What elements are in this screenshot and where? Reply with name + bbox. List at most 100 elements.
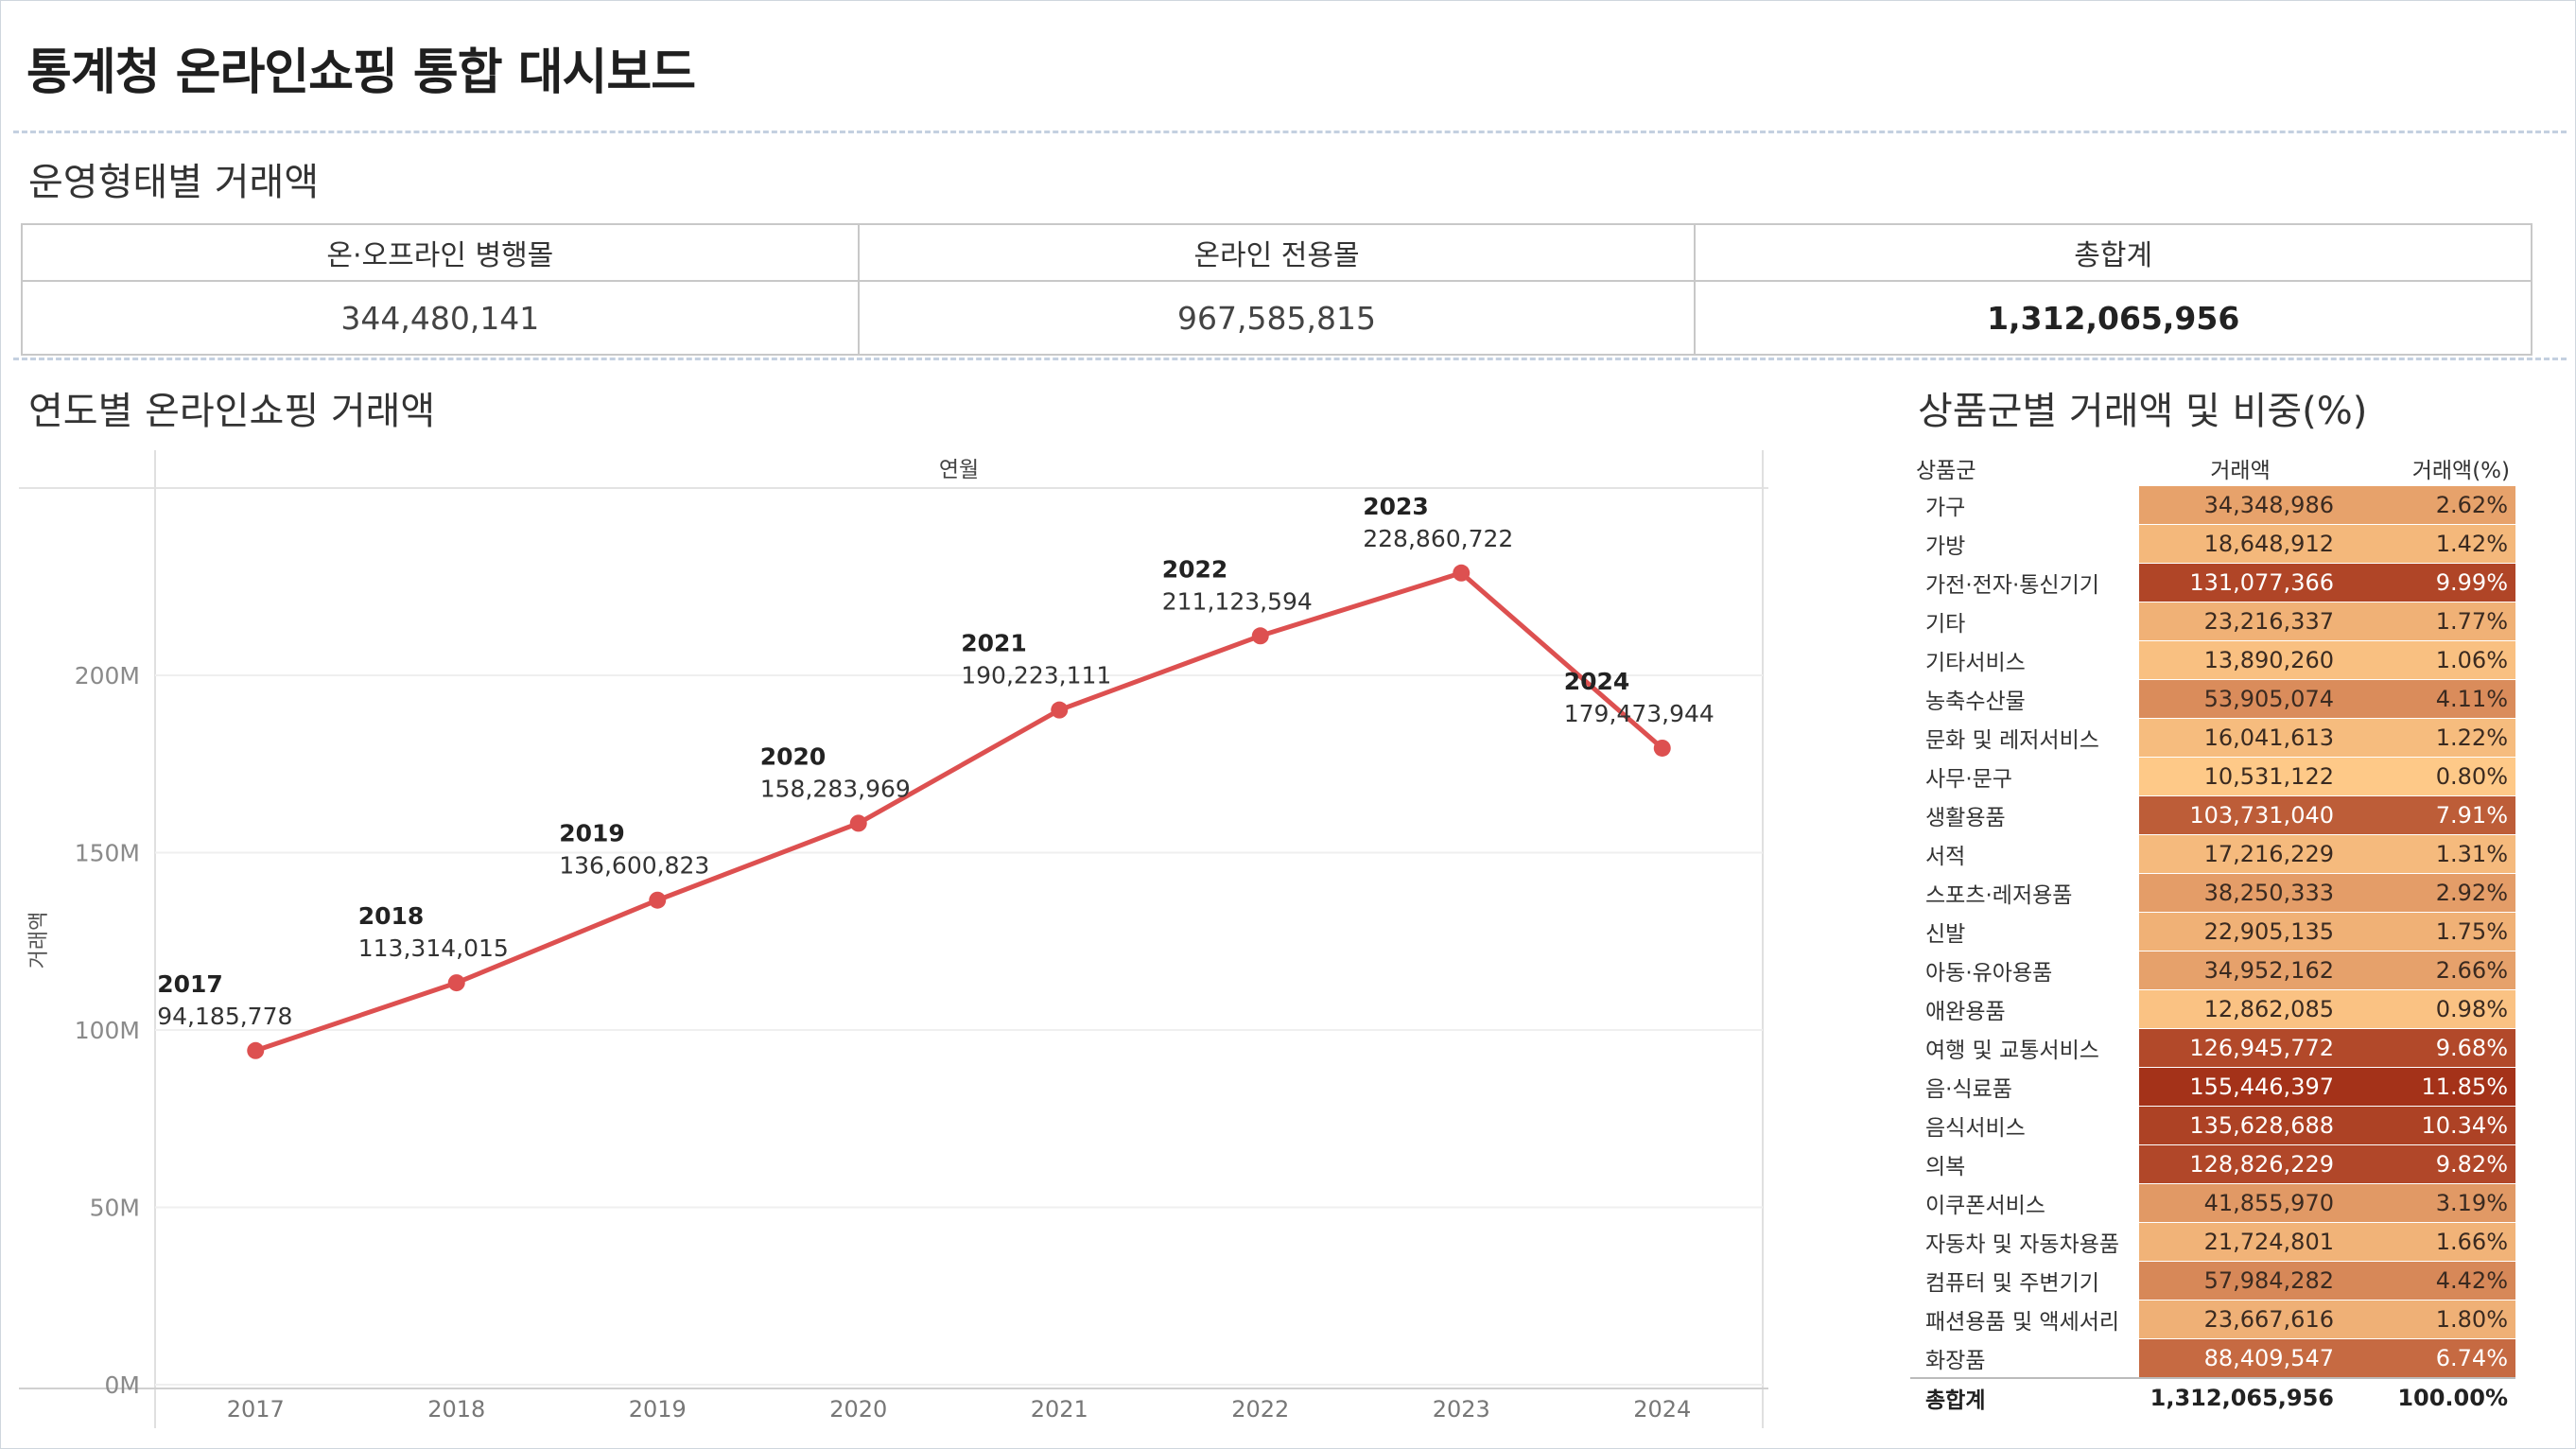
category-share-cell: 4.11% <box>2341 679 2515 719</box>
category-amount-cell: 10,531,122 <box>2139 757 2341 796</box>
category-row: 농축수산물 53,905,074 4.11% <box>1910 679 2515 719</box>
y-tick-label-left: 200M <box>75 662 140 690</box>
category-row: 기타 23,216,337 1.77% <box>1910 602 2515 641</box>
category-share-cell: 9.82% <box>2341 1144 2515 1184</box>
category-row: 여행 및 교통서비스 126,945,772 9.68% <box>1910 1028 2515 1068</box>
category-row: 가구 34,348,986 2.62% <box>1910 486 2515 525</box>
data-label-year: 2021 <box>961 630 1027 657</box>
line-chart-svg: 연월0M0M50M50M100M100M150M150M200M200M거래액거… <box>19 450 1768 1428</box>
category-amount-cell: 131,077,366 <box>2139 563 2341 602</box>
category-name-cell: 생활용품 <box>1910 795 2139 835</box>
category-name-cell: 의복 <box>1910 1144 2139 1184</box>
category-name-cell: 음·식료품 <box>1910 1067 2139 1107</box>
category-amount-cell: 41,855,970 <box>2139 1183 2341 1223</box>
data-label-year: 2020 <box>760 742 827 770</box>
category-share-cell: 1.66% <box>2341 1222 2515 1262</box>
data-point <box>1051 701 1069 719</box>
category-amount-cell: 34,348,986 <box>2139 486 2341 525</box>
category-share-cell: 1.06% <box>2341 640 2515 680</box>
series-line <box>254 570 1664 1054</box>
x-tick-label: 2017 <box>227 1396 285 1423</box>
data-label-year: 2023 <box>1363 493 1429 520</box>
category-name-cell: 기타 <box>1910 602 2139 641</box>
category-share-cell: 1.22% <box>2341 718 2515 758</box>
category-row: 컴퓨터 및 주변기기 57,984,282 4.42% <box>1910 1261 2515 1301</box>
category-row: 의복 128,826,229 9.82% <box>1910 1144 2515 1184</box>
category-share-cell: 2.92% <box>2341 873 2515 913</box>
data-label-value: 179,473,944 <box>1564 700 1714 727</box>
category-amount-cell: 57,984,282 <box>2139 1261 2341 1301</box>
data-label-value: 190,223,111 <box>961 662 1111 690</box>
category-amount-cell: 13,890,260 <box>2139 640 2341 680</box>
category-amount-cell: 135,628,688 <box>2139 1106 2341 1145</box>
data-label-value: 113,314,015 <box>358 934 509 962</box>
category-row: 음·식료품 155,446,397 11.85% <box>1910 1067 2515 1107</box>
category-name-cell: 농축수산물 <box>1910 679 2139 719</box>
data-point <box>849 814 867 832</box>
category-name-cell: 여행 및 교통서비스 <box>1910 1028 2139 1068</box>
category-amount-cell: 38,250,333 <box>2139 873 2341 913</box>
data-label-value: 211,123,594 <box>1162 587 1313 615</box>
category-table-title: 상품군별 거래액 및 비중(%) <box>1918 390 2368 433</box>
category-share-cell: 7.91% <box>2341 795 2515 835</box>
x-tick-label: 2020 <box>829 1396 887 1423</box>
category-share-cell: 4.42% <box>2341 1261 2515 1301</box>
category-share-cell: 1.77% <box>2341 602 2515 641</box>
x-tick-label: 2021 <box>1031 1396 1088 1423</box>
category-name-cell: 신발 <box>1910 912 2139 951</box>
line-chart: 연월0M0M50M50M100M100M150M150M200M200M거래액거… <box>19 448 1768 1432</box>
kpi-value: 344,480,141 <box>340 299 540 337</box>
category-share-cell: 2.62% <box>2341 486 2515 525</box>
category-name-cell: 음식서비스 <box>1910 1106 2139 1145</box>
y-tick-label-left: 100M <box>75 1017 140 1044</box>
category-name-cell: 스포츠·레저용품 <box>1910 873 2139 913</box>
kpi-value-total: 1,312,065,956 <box>1987 299 2240 337</box>
category-row: 가전·전자·통신기기 131,077,366 9.99% <box>1910 563 2515 602</box>
y-tick-label-left: 150M <box>75 840 140 867</box>
total-share-cell: 100.00% <box>2341 1377 2515 1418</box>
category-share-cell: 1.75% <box>2341 912 2515 951</box>
category-amount-cell: 126,945,772 <box>2139 1028 2341 1068</box>
data-label-year: 2022 <box>1162 555 1228 583</box>
category-row: 신발 22,905,135 1.75% <box>1910 912 2515 951</box>
category-name-cell: 화장품 <box>1910 1338 2139 1379</box>
x-tick-label: 2024 <box>1633 1396 1691 1423</box>
category-amount-cell: 12,862,085 <box>2139 989 2341 1029</box>
category-row: 생활용품 103,731,040 7.91% <box>1910 795 2515 835</box>
category-share-cell: 3.19% <box>2341 1183 2515 1223</box>
data-point <box>1453 564 1471 582</box>
kpi-header: 온라인 전용몰 <box>859 225 1695 282</box>
category-amount-cell: 88,409,547 <box>2139 1338 2341 1379</box>
category-table: 상품군 거래액 거래액(%) 가구 34,348,986 2.62% 가방 18,648… <box>1910 450 2515 1418</box>
section-divider <box>13 358 2567 360</box>
category-name-cell: 문화 및 레저서비스 <box>1910 718 2139 758</box>
category-share-cell: 10.34% <box>2341 1106 2515 1145</box>
category-name-cell: 아동·유아용품 <box>1910 951 2139 990</box>
category-row: 문화 및 레저서비스 16,041,613 1.22% <box>1910 718 2515 758</box>
category-amount-cell: 22,905,135 <box>2139 912 2341 951</box>
category-share-cell: 9.99% <box>2341 563 2515 602</box>
dashboard-title: 통계청 온라인쇼핑 통합 대시보드 <box>26 44 696 101</box>
y-axis-title-left: 거래액 <box>27 912 51 969</box>
category-row: 사무·문구 10,531,122 0.80% <box>1910 757 2515 796</box>
category-name-cell: 이쿠폰서비스 <box>1910 1183 2139 1223</box>
kpi-value: 967,585,815 <box>1177 299 1376 337</box>
category-name-cell: 가전·전자·통신기기 <box>1910 563 2139 602</box>
data-label-year: 2018 <box>358 902 425 930</box>
data-point <box>247 1041 265 1059</box>
category-row: 화장품 88,409,547 6.74% <box>1910 1338 2515 1379</box>
x-tick-label: 2022 <box>1231 1396 1289 1423</box>
kpi-header: 온·오프라인 병행몰 <box>23 225 858 282</box>
y-tick-label-left: 50M <box>90 1195 140 1222</box>
kpi-header: 총합계 <box>1696 225 2532 282</box>
data-point <box>1653 739 1671 757</box>
category-row: 기타서비스 13,890,260 1.06% <box>1910 640 2515 680</box>
kpi-table: 온·오프라인 병행몰 344,480,141 온라인 전용몰 967,585,8… <box>21 223 2532 356</box>
category-share-cell: 6.74% <box>2341 1338 2515 1379</box>
category-name-cell: 기타서비스 <box>1910 640 2139 680</box>
category-amount-cell: 155,446,397 <box>2139 1067 2341 1107</box>
data-label-year: 2024 <box>1564 668 1630 695</box>
category-row: 패션용품 및 액세서리 23,667,616 1.80% <box>1910 1300 2515 1339</box>
category-row: 자동차 및 자동차용품 21,724,801 1.66% <box>1910 1222 2515 1262</box>
column-header-label: 연월 <box>939 458 979 482</box>
